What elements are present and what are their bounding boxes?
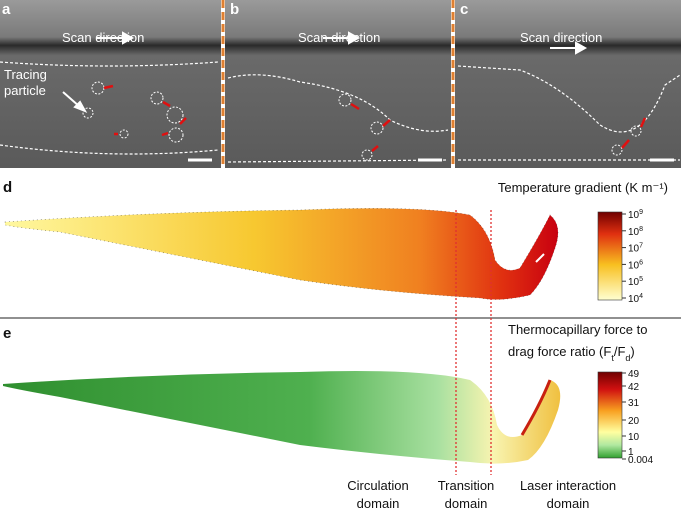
temperature-field (5, 208, 558, 300)
domain-label: domain (547, 496, 590, 511)
colorbar-tick: 0.004 (628, 455, 653, 466)
colorbar-tick: 106 (628, 259, 643, 271)
scan-label: Scan direction (298, 30, 380, 45)
colorbar-tick: 108 (628, 226, 643, 238)
colorbar-tick: 49 (628, 369, 640, 380)
domain-label: Circulation (347, 478, 408, 493)
panel-label: a (2, 1, 11, 18)
panel-title: drag force ratio (Ft/Fd) (508, 344, 635, 363)
colorbar-tick: 107 (628, 243, 643, 255)
colorbar-tick: 1 (628, 447, 634, 458)
domain-label: Laser interaction (520, 478, 616, 493)
scan-label: Scan direction (520, 30, 602, 45)
panel-label: b (230, 1, 239, 18)
domain-label: domain (357, 496, 400, 511)
colorbar-tick: 20 (628, 416, 640, 427)
panel-label: e (3, 325, 11, 342)
panel-title: Thermocapillary force to (508, 322, 647, 337)
domain-label: domain (445, 496, 488, 511)
panel-label: c (460, 1, 468, 18)
panel-d: d Temperature gradient (K m⁻¹) 109 108 107… (3, 179, 668, 305)
annotation: Tracing (4, 67, 47, 82)
colorbar-tick: 109 (628, 209, 643, 221)
colorbar-tick: 10 (628, 432, 640, 443)
panel-title: Temperature gradient (K m⁻¹) (498, 180, 668, 195)
colorbar-tick: 31 (628, 398, 640, 409)
panel-b-image (225, 0, 451, 168)
annotation: particle (4, 83, 46, 98)
panel-label: d (3, 179, 12, 196)
force-ratio-field (3, 371, 561, 464)
colorbar-tick: 104 (628, 293, 643, 305)
panel-c-image (455, 0, 681, 168)
domain-labels: Circulation domain Transition domain Laser i… (347, 478, 616, 511)
panel-a-image (0, 0, 221, 168)
panel-e: e Thermocapillary force to drag force ra… (3, 322, 653, 466)
colorbar-tick: 42 (628, 382, 640, 393)
micrographs: a b c Scan direction Scan direction Scan… (0, 0, 681, 168)
colorbar-tick: 105 (628, 276, 643, 288)
scan-label: Scan direction (62, 30, 144, 45)
domain-label: Transition (438, 478, 495, 493)
